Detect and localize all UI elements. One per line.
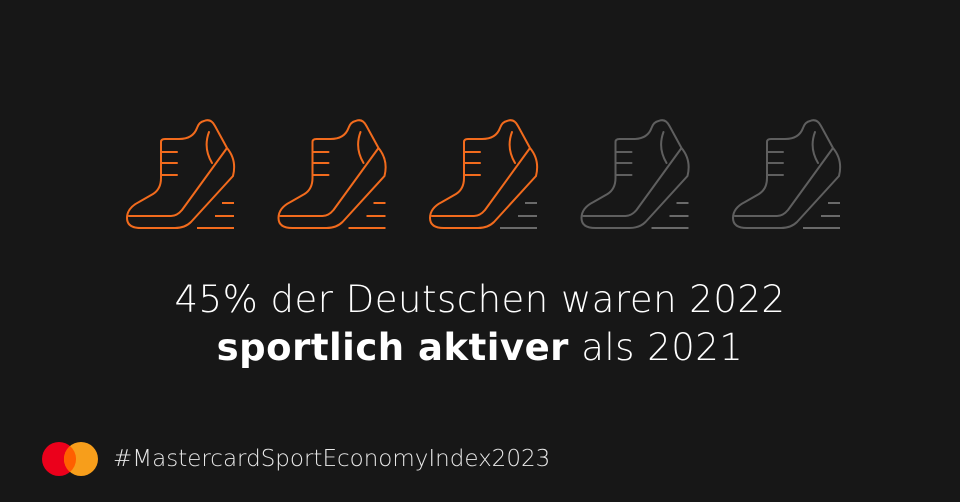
running-shoe-icon xyxy=(429,119,539,229)
speed-lines xyxy=(500,202,537,229)
shoe-icons-row xyxy=(126,119,842,229)
headline-bold: sportlich aktiver xyxy=(216,326,569,369)
headline-line-1: 45% der Deutschen waren 2022 xyxy=(174,278,786,321)
running-shoe-icon xyxy=(580,119,690,229)
mastercard-logo xyxy=(42,442,98,476)
hashtag: #MastercardSportEconomyIndex2023 xyxy=(113,446,551,472)
speed-lines xyxy=(348,202,386,229)
speed-lines xyxy=(651,202,689,229)
headline-rest: als 2021 xyxy=(568,326,744,369)
headline-line-2: sportlich aktiver als 2021 xyxy=(0,326,960,369)
running-shoe-icon xyxy=(126,119,236,229)
speed-lines xyxy=(197,202,234,229)
running-shoe-icon xyxy=(732,119,842,229)
speed-lines xyxy=(803,202,840,229)
running-shoe-icon xyxy=(277,119,387,229)
